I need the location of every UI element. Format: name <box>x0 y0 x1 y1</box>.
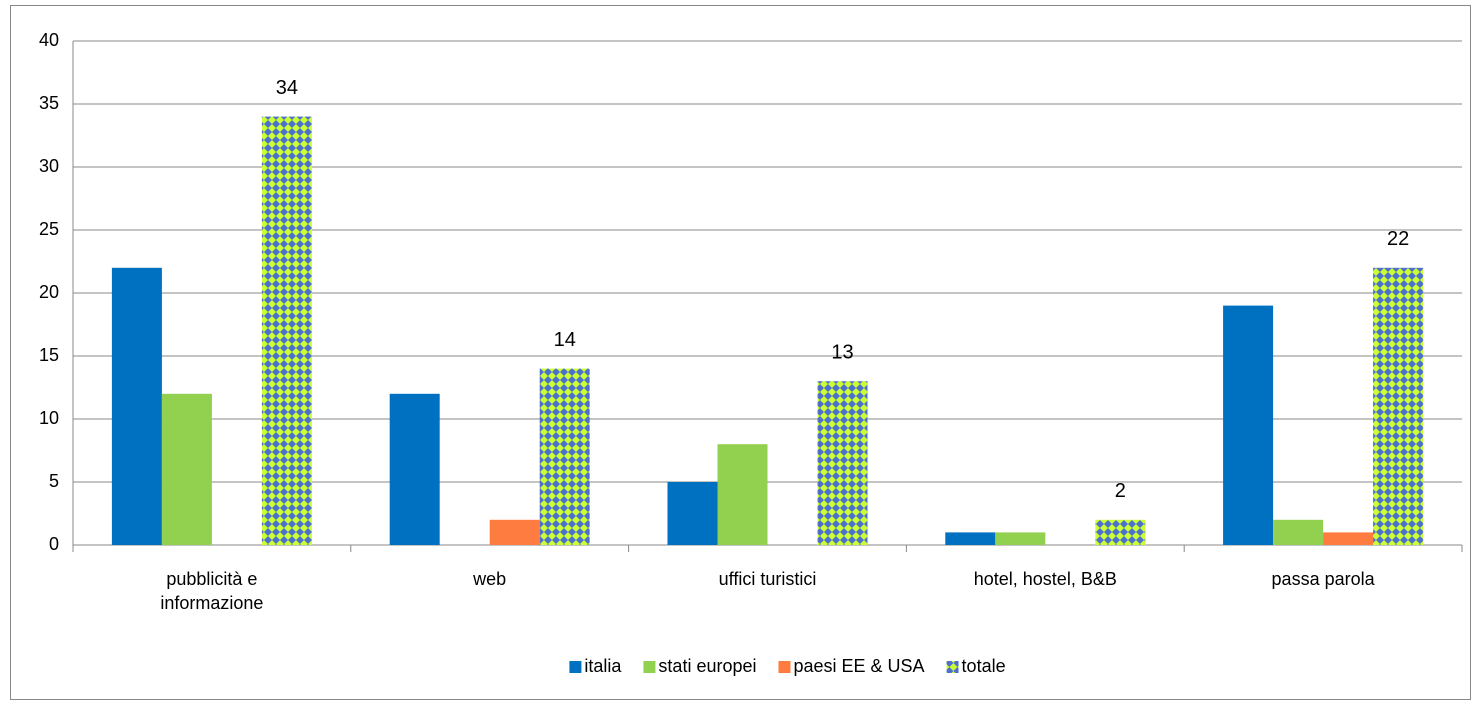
bar <box>717 444 768 545</box>
legend-swatch <box>946 661 959 673</box>
y-tick-label: 15 <box>39 345 59 365</box>
bar <box>1095 519 1146 545</box>
bar <box>817 381 868 545</box>
x-tick-label: pubblicità e informazione <box>160 569 264 613</box>
data-label: 14 <box>554 329 576 351</box>
bar <box>539 368 590 545</box>
y-tick-label: 25 <box>39 219 59 239</box>
bar <box>261 116 312 545</box>
bar <box>1373 267 1424 545</box>
bar <box>489 519 540 545</box>
legend-label: paesi EE & USA <box>793 656 924 676</box>
bar <box>945 532 996 545</box>
legend-swatch <box>643 661 656 673</box>
x-tick-label: uffici turistici <box>718 569 817 589</box>
legend: italia stati europei paesi EE & USA totale <box>569 656 1006 676</box>
legend-label: totale <box>962 656 1006 676</box>
data-label: 2 <box>1115 480 1126 502</box>
data-label: 34 <box>276 77 298 99</box>
legend-label: italia <box>584 656 622 676</box>
x-tick-label: web <box>473 569 507 589</box>
bar <box>1323 532 1374 545</box>
y-tick-label: 10 <box>39 408 59 428</box>
bar <box>1273 519 1324 545</box>
bar <box>389 393 440 545</box>
x-tick-label: hotel, hostel, B&B <box>973 569 1117 589</box>
data-label: 22 <box>1387 228 1409 250</box>
y-tick-label: 5 <box>49 471 59 491</box>
legend-swatch <box>569 661 582 673</box>
bar <box>111 267 162 545</box>
bar <box>161 393 212 545</box>
y-tick-label: 30 <box>39 156 59 176</box>
legend-swatch <box>778 661 791 673</box>
y-tick-label: 20 <box>39 282 59 302</box>
y-tick-label: 40 <box>39 30 59 50</box>
data-label: 13 <box>831 341 853 363</box>
y-tick-label: 35 <box>39 93 59 113</box>
bar <box>667 482 718 545</box>
bar <box>995 532 1046 545</box>
y-tick-label: 0 <box>49 534 59 554</box>
bar <box>1223 305 1274 545</box>
x-tick-label: passa parola <box>1271 569 1375 589</box>
legend-label: stati europei <box>658 656 756 676</box>
